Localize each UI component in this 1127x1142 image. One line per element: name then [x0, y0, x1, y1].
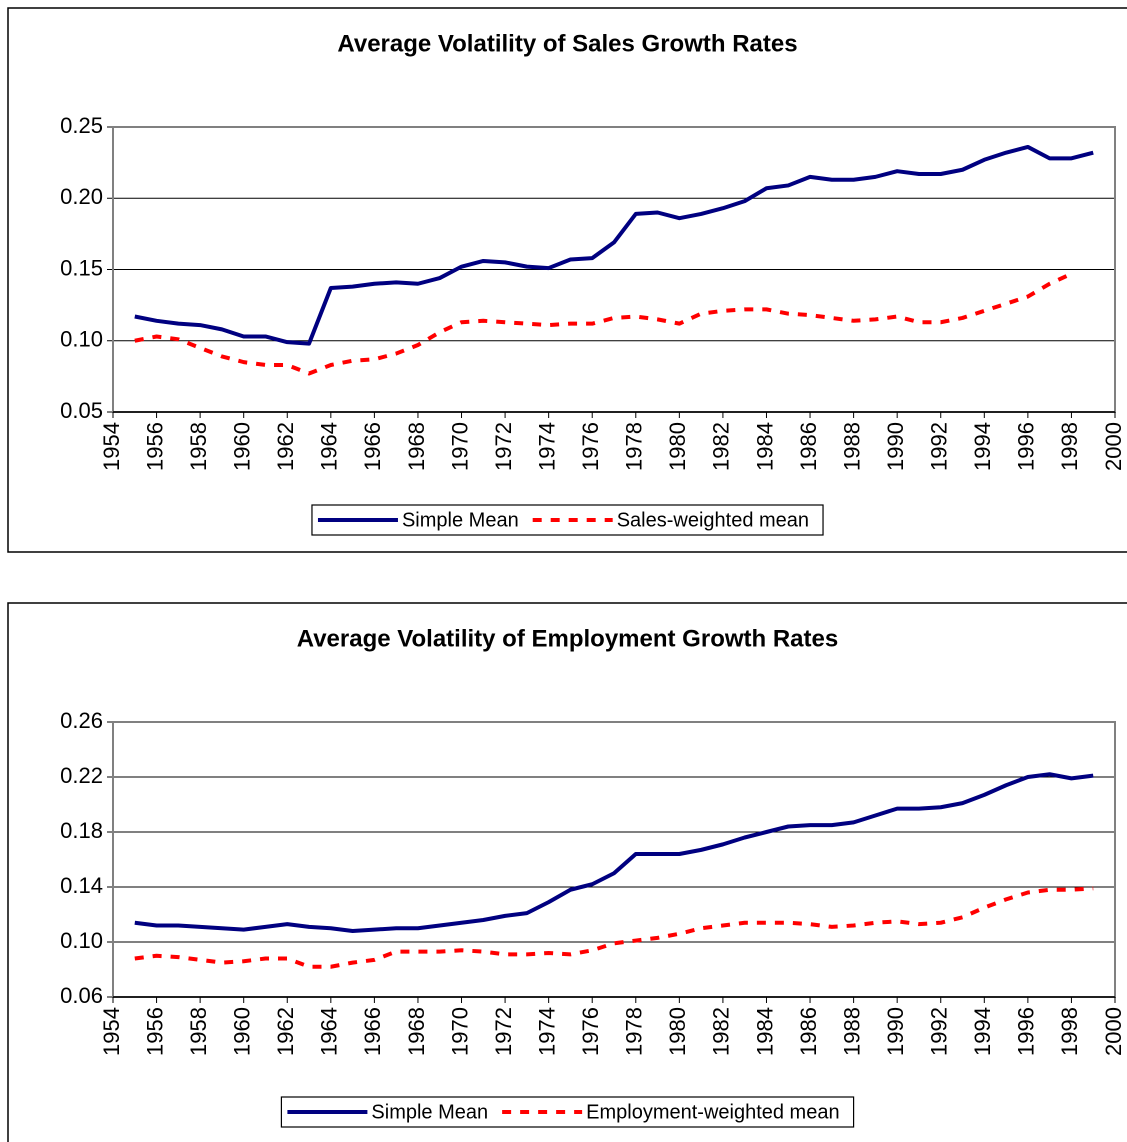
y-tick-label: 0.06 [60, 983, 103, 1008]
y-tick-label: 0.15 [60, 255, 103, 280]
x-tick-label: 1996 [1014, 422, 1039, 471]
x-tick-label: 1994 [970, 1007, 995, 1056]
y-tick-label: 0.10 [60, 327, 103, 352]
legend: Simple Mean Employment-weighted mean [280, 1096, 855, 1128]
x-tick-label: 1970 [447, 422, 472, 471]
chart-title: Average Volatility of Sales Growth Rates [337, 30, 797, 57]
x-tick-label: 1982 [709, 422, 734, 471]
x-tick-label: 2000 [1101, 1007, 1126, 1056]
y-tick-label: 0.20 [60, 184, 103, 209]
x-tick-label: 1966 [360, 422, 385, 471]
legend-label: Sales-weighted mean [617, 509, 809, 531]
x-tick-label: 1962 [273, 422, 298, 471]
x-tick-label: 1994 [970, 422, 995, 471]
x-tick-label: 1972 [491, 1007, 516, 1056]
legend-label: Employment-weighted mean [586, 1101, 839, 1123]
legend-label: Simple Mean [371, 1101, 488, 1123]
x-tick-label: 1964 [317, 422, 342, 471]
series-line [134, 772, 1094, 933]
x-tick-label: 1984 [752, 1007, 777, 1056]
y-tick-label: 0.26 [60, 708, 103, 733]
x-tick-label: 1958 [186, 1007, 211, 1056]
chart: Average Volatility of Employment Growth … [7, 602, 1127, 1142]
x-tick-label: 1976 [578, 422, 603, 471]
legend-label: Simple Mean [402, 509, 519, 531]
y-tick-label: 0.05 [60, 398, 103, 423]
plot-area [113, 722, 1115, 997]
x-tick-label: 1960 [230, 1007, 255, 1056]
x-tick-label: 1992 [927, 422, 952, 471]
x-tick-label: 1990 [883, 1007, 908, 1056]
x-tick-label: 1988 [839, 422, 864, 471]
x-tick-label: 1978 [622, 1007, 647, 1056]
y-tick-label: 0.25 [60, 113, 103, 138]
x-tick-label: 1986 [796, 422, 821, 471]
x-tick-label: 1958 [186, 422, 211, 471]
x-tick-label: 1968 [404, 422, 429, 471]
x-tick-label: 1974 [534, 422, 559, 471]
legend-box [280, 1096, 855, 1128]
chart: Average Volatility of Sales Growth Rates… [7, 7, 1127, 553]
x-tick-label: 1988 [839, 1007, 864, 1056]
y-tick-label: 0.18 [60, 818, 103, 843]
x-tick-label: 1998 [1057, 422, 1082, 471]
y-tick-label: 0.10 [60, 928, 103, 953]
x-tick-label: 1998 [1057, 1007, 1082, 1056]
x-tick-label: 1978 [622, 422, 647, 471]
y-tick-label: 0.22 [60, 763, 103, 788]
x-tick-label: 1956 [142, 1007, 167, 1056]
x-tick-label: 1982 [709, 1007, 734, 1056]
series-line [134, 144, 1094, 346]
x-tick-label: 1980 [665, 422, 690, 471]
x-tick-label: 1986 [796, 1007, 821, 1056]
x-tick-label: 1980 [665, 1007, 690, 1056]
x-tick-label: 1964 [317, 1007, 342, 1056]
x-tick-label: 2000 [1101, 422, 1126, 471]
x-tick-label: 1970 [447, 1007, 472, 1056]
x-tick-label: 1966 [360, 1007, 385, 1056]
x-tick-label: 1972 [491, 422, 516, 471]
x-tick-label: 1960 [230, 422, 255, 471]
x-tick-label: 1954 [99, 422, 124, 471]
x-tick-label: 1968 [404, 1007, 429, 1056]
x-tick-label: 1992 [927, 1007, 952, 1056]
chart-title: Average Volatility of Employment Growth … [297, 625, 838, 652]
x-tick-label: 1984 [752, 422, 777, 471]
x-tick-label: 1974 [534, 1007, 559, 1056]
x-tick-label: 1962 [273, 1007, 298, 1056]
x-tick-label: 1990 [883, 422, 908, 471]
x-tick-label: 1956 [142, 422, 167, 471]
x-tick-label: 1996 [1014, 1007, 1039, 1056]
legend: Simple Mean Sales-weighted mean [311, 504, 824, 536]
x-tick-label: 1954 [99, 1007, 124, 1056]
x-tick-label: 1976 [578, 1007, 603, 1056]
y-tick-label: 0.14 [60, 873, 103, 898]
